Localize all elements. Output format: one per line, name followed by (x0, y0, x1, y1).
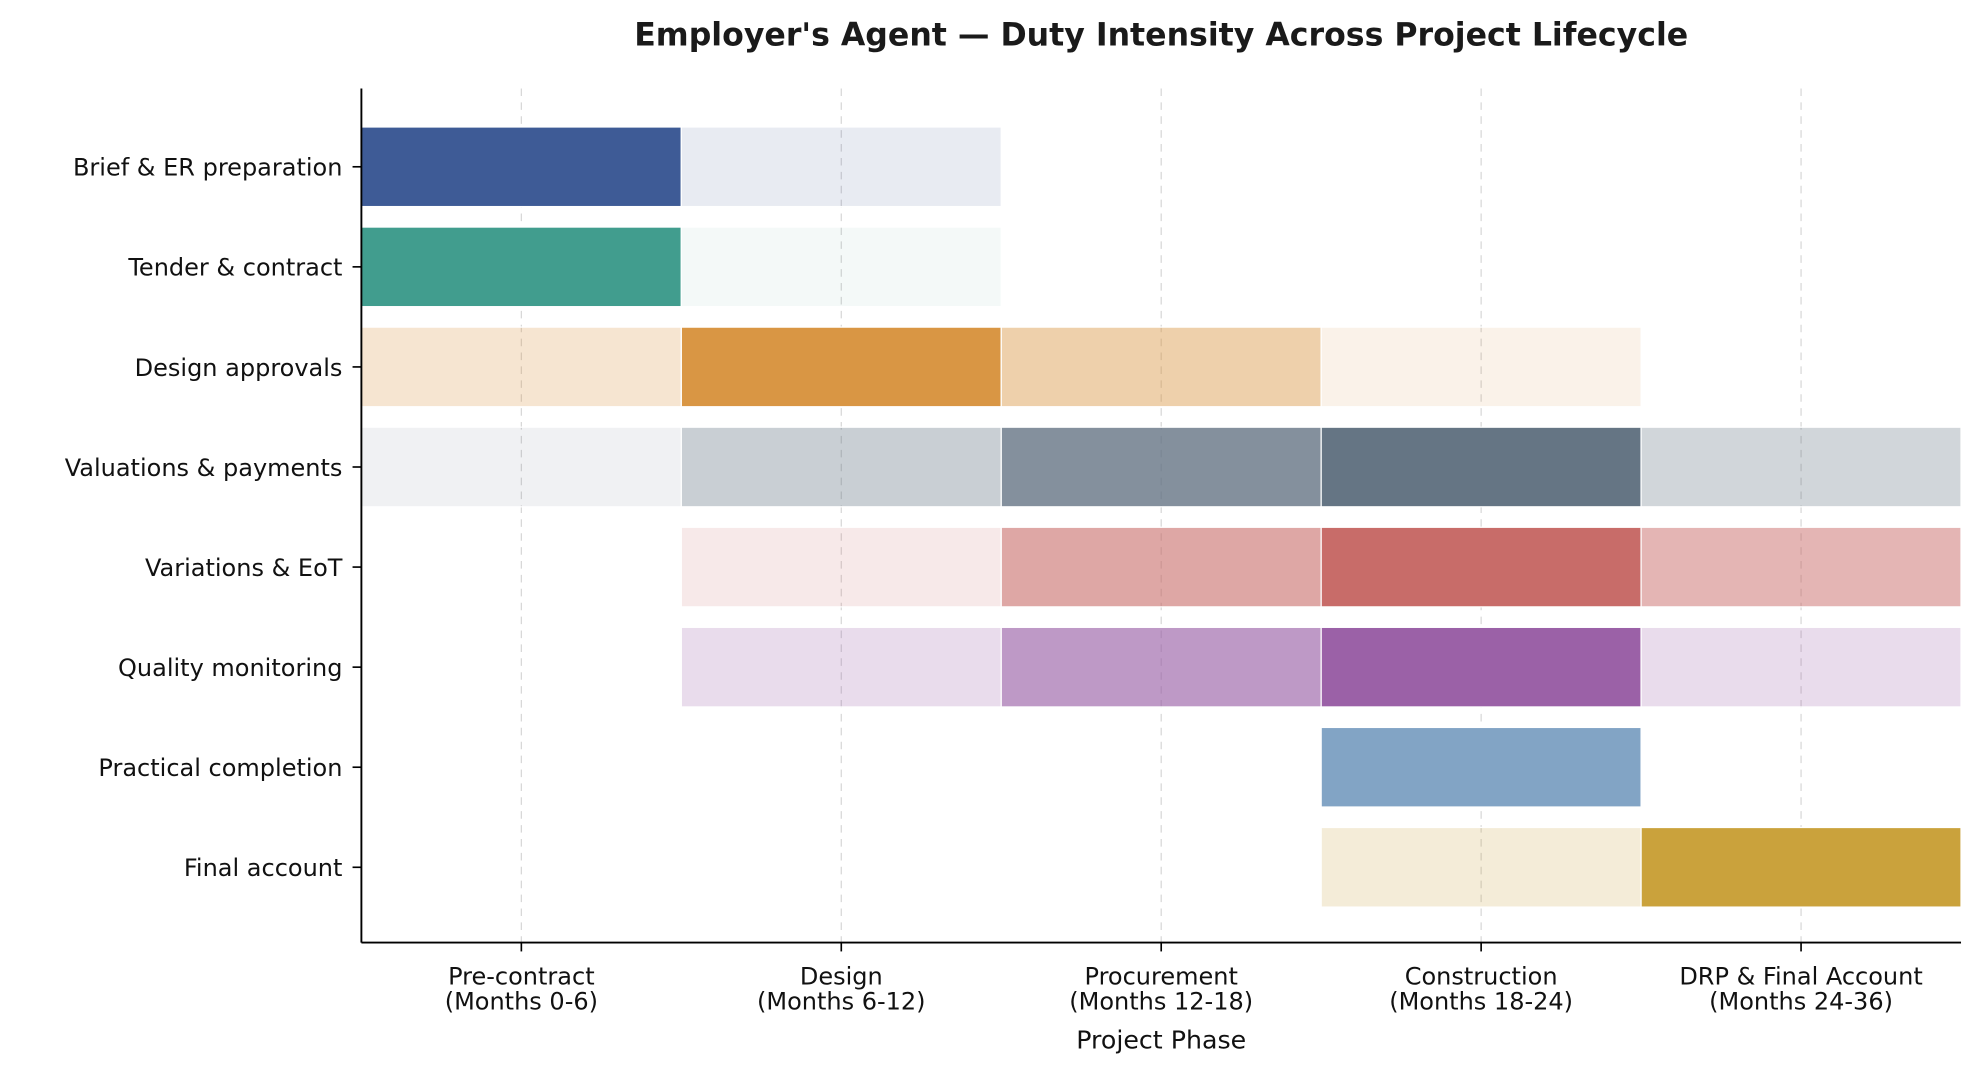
cell (1320, 426, 1642, 508)
cell (680, 526, 1002, 608)
cell (1640, 826, 1962, 908)
cell (1000, 326, 1322, 408)
cell (680, 426, 1002, 508)
y-tick-label: Valuations & payments (65, 454, 343, 482)
cell (680, 626, 1002, 708)
cell (360, 426, 682, 508)
x-tick-label: (Months 24-36) (1709, 988, 1893, 1016)
x-tick-label: DRP & Final Account (1679, 962, 1922, 990)
cell (1640, 526, 1962, 608)
y-tick-label: Quality monitoring (118, 654, 342, 682)
y-tick-label: Design approvals (135, 354, 343, 382)
cells (360, 126, 1962, 908)
cell (1000, 426, 1322, 508)
y-tick-label: Practical completion (98, 754, 342, 782)
x-tick-label: Design (800, 962, 883, 990)
axes: Pre-contract(Months 0-6) Design(Months 6-… (65, 88, 1962, 1016)
cell (680, 326, 1002, 408)
y-tick-label: Final account (184, 854, 343, 882)
cell (1000, 526, 1322, 608)
x-tick-label: (Months 6-12) (757, 988, 926, 1016)
cell (360, 126, 682, 208)
cell (1320, 626, 1642, 708)
gridlines (520, 88, 1802, 943)
y-tick-label: Brief & ER preparation (73, 154, 342, 182)
y-tick-label: Tender & contract (127, 254, 342, 282)
cell (360, 226, 682, 308)
x-tick-label: Pre-contract (448, 962, 595, 990)
cell (680, 126, 1002, 208)
y-tick-label: Variations & EoT (145, 554, 343, 582)
cell (1320, 726, 1642, 808)
cell (1320, 326, 1642, 408)
cell (1320, 526, 1642, 608)
x-axis-label: Project Phase (1076, 1026, 1246, 1055)
chart-title: Employer's Agent — Duty Intensity Across… (634, 17, 1688, 53)
x-tick-label: (Months 0-6) (445, 988, 598, 1016)
x-tick-label: (Months 12-18) (1069, 988, 1253, 1016)
cell (1640, 426, 1962, 508)
cell (360, 326, 682, 408)
x-tick-label: (Months 18-24) (1389, 988, 1573, 1016)
cell (1320, 826, 1642, 908)
cell (680, 226, 1002, 308)
x-tick-label: Construction (1405, 962, 1558, 990)
cell (1000, 626, 1322, 708)
cell (1640, 626, 1962, 708)
x-tick-label: Procurement (1085, 962, 1238, 990)
